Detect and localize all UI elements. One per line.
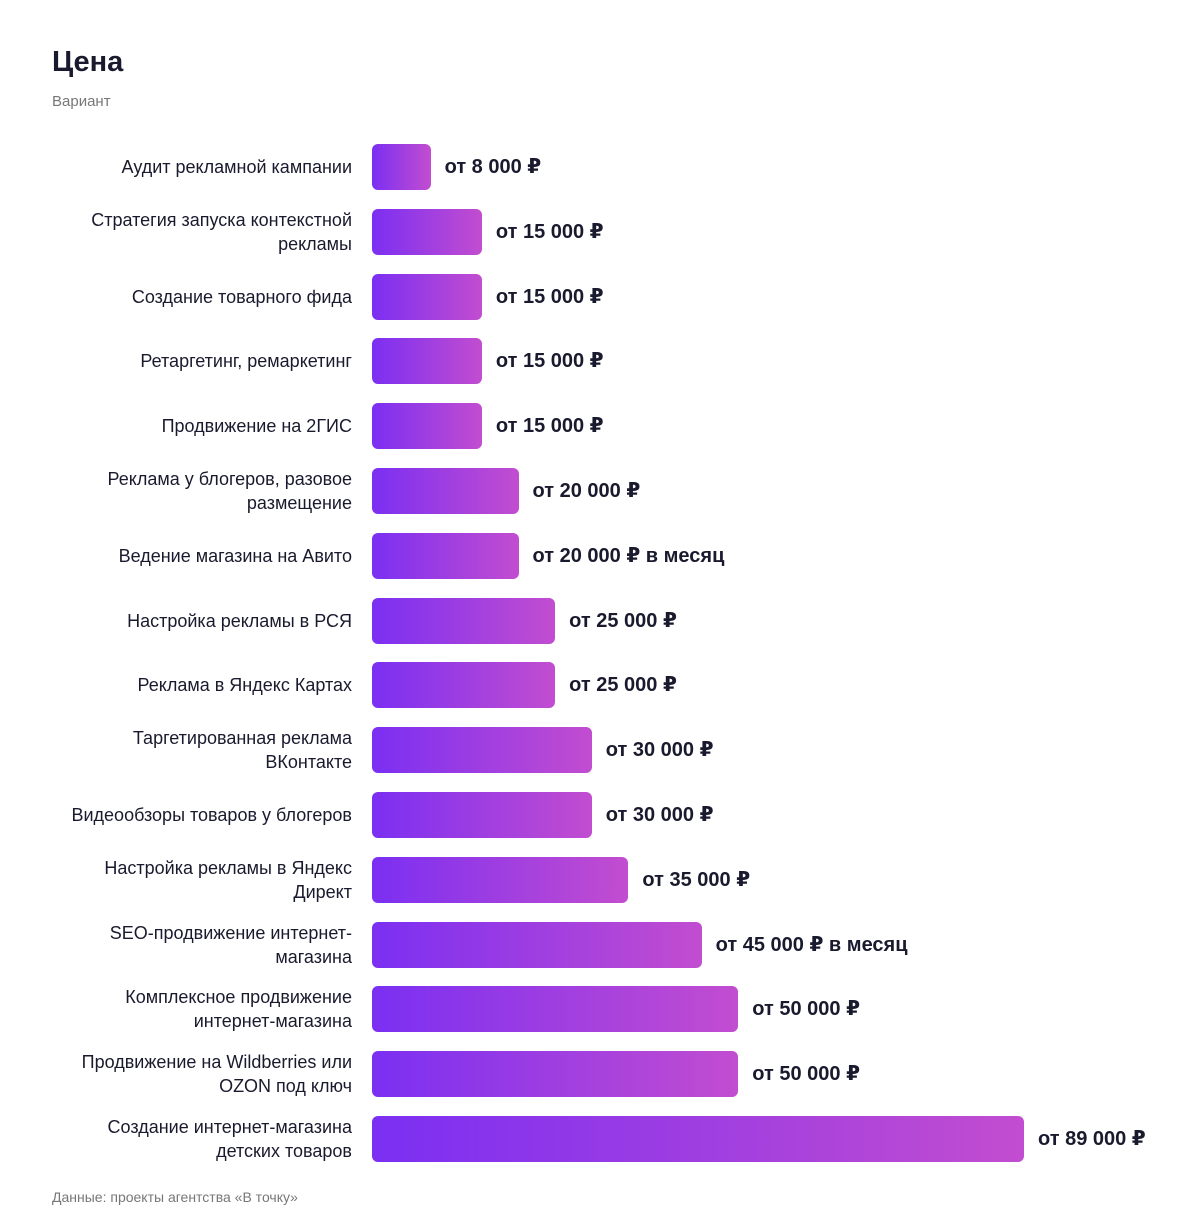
- value-label: от 20 000 ₽ в месяц: [532, 544, 725, 567]
- chart-title: Цена: [52, 46, 124, 78]
- bar: [372, 208, 482, 255]
- value-label: от 89 000 ₽: [1038, 1128, 1146, 1150]
- value-label: от 35 000 ₽: [642, 868, 751, 891]
- value-label: от 20 000 ₽: [532, 480, 641, 502]
- category-label: Реклама у блогеров, разовое размещение: [107, 469, 352, 513]
- value-label: от 25 000 ₽: [569, 674, 677, 697]
- category-label: Аудит рекламной кампании: [121, 157, 352, 177]
- category-label: Создание интернет-магазина детских товар…: [107, 1117, 352, 1161]
- bar: [372, 727, 592, 774]
- bar: [372, 662, 556, 709]
- bar: [372, 597, 556, 644]
- bar: [372, 144, 431, 190]
- value-label: от 25 000 ₽: [569, 609, 677, 632]
- value-label: от 8 000 ₽: [444, 156, 542, 178]
- value-label: от 30 000 ₽: [605, 804, 714, 826]
- value-label: от 15 000 ₽: [495, 350, 604, 373]
- bar: [372, 856, 629, 903]
- category-label: Ретаргетинг, ремаркетинг: [140, 351, 352, 372]
- category-label: SEO-продвижение интернет-магазина: [109, 922, 352, 967]
- source-note: Данные: проекты агентства «В точку»: [52, 1189, 298, 1205]
- bar: [372, 532, 519, 579]
- bar: [372, 792, 592, 838]
- value-label: от 30 000 ₽: [605, 739, 714, 762]
- category-label: Комплексное продвижение интернет-магазин…: [125, 987, 352, 1032]
- category-label: Продвижение на Wildberries или OZON под …: [81, 1052, 352, 1097]
- value-label: от 45 000 ₽ в месяц: [715, 933, 908, 956]
- category-label: Ведение магазина на Авито: [118, 545, 352, 566]
- category-label: Видеообзоры товаров у блогеров: [71, 805, 352, 825]
- bar: [372, 403, 482, 450]
- category-label: Продвижение на 2ГИС: [161, 416, 352, 437]
- category-label: Настройка рекламы в Яндекс Директ: [104, 857, 352, 902]
- value-label: от 15 000 ₽: [495, 285, 604, 308]
- value-label: от 15 000 ₽: [495, 415, 604, 438]
- value-label: от 15 000 ₽: [495, 220, 604, 243]
- bar: [372, 273, 482, 320]
- bar: [372, 1116, 1024, 1162]
- bar: [372, 921, 702, 968]
- category-label: Реклама в Яндекс Картах: [137, 675, 352, 696]
- value-label: от 50 000 ₽: [752, 1063, 860, 1086]
- value-label: от 50 000 ₽: [752, 998, 860, 1021]
- bar: [372, 986, 739, 1033]
- category-label: Таргетированная реклама ВКонтакте: [132, 728, 352, 773]
- category-label: Стратегия запуска контекстной рекламы: [91, 209, 352, 254]
- bar: [372, 1051, 739, 1098]
- chart-subtitle: Вариант: [52, 93, 111, 110]
- category-label: Настройка рекламы в РСЯ: [127, 610, 352, 631]
- bar: [372, 338, 482, 385]
- category-label: Создание товарного фида: [131, 286, 352, 307]
- bar: [372, 468, 519, 514]
